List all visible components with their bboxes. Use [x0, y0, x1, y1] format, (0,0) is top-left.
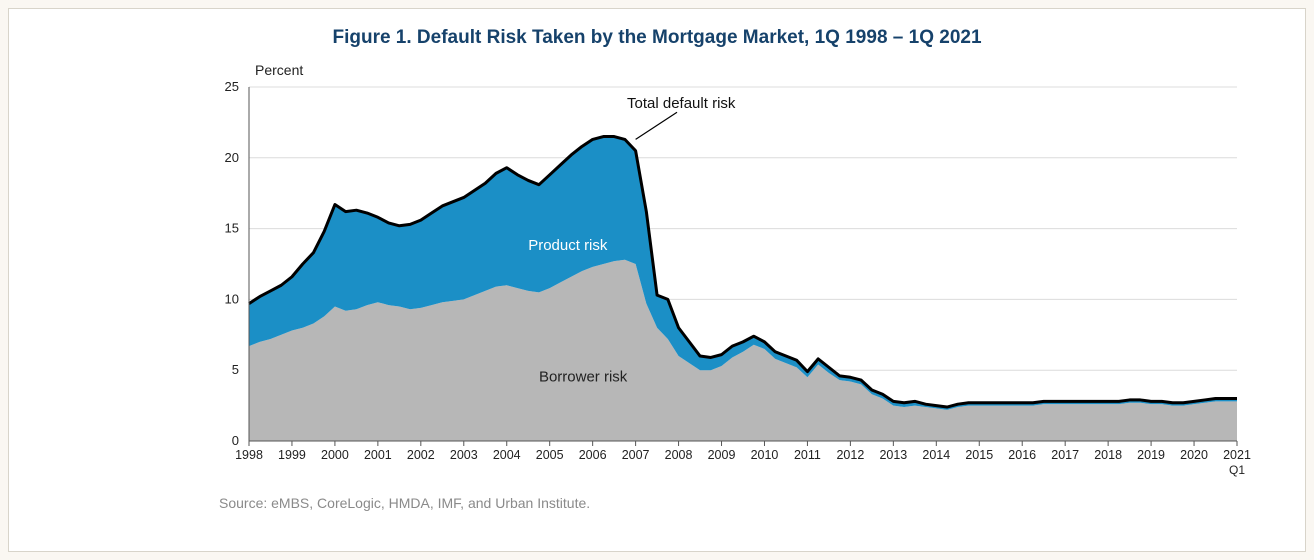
svg-text:2011: 2011 — [794, 448, 821, 462]
svg-text:2018: 2018 — [1094, 448, 1122, 462]
chart-area: 0 5 10 15 20 25 Percent 1998 1999 2000 2001 2002 200… — [49, 57, 1265, 487]
svg-text:2000: 2000 — [321, 448, 349, 462]
svg-text:Borrower risk: Borrower risk — [539, 369, 628, 386]
area-chart-svg: 0 5 10 15 20 25 Percent 1998 1999 2000 2001 2002 200… — [49, 57, 1267, 487]
svg-text:2013: 2013 — [879, 448, 907, 462]
svg-text:2014: 2014 — [922, 448, 950, 462]
svg-text:2005: 2005 — [536, 448, 564, 462]
chart-title: Figure 1. Default Risk Taken by the Mort… — [49, 27, 1265, 49]
svg-text:2008: 2008 — [665, 448, 693, 462]
svg-text:5: 5 — [232, 362, 239, 377]
svg-text:Total default risk: Total default risk — [627, 95, 736, 112]
svg-text:2020: 2020 — [1180, 448, 1208, 462]
svg-text:2021: 2021 — [1223, 448, 1251, 462]
svg-text:Product risk: Product risk — [528, 237, 608, 254]
svg-text:2007: 2007 — [622, 448, 650, 462]
svg-text:2006: 2006 — [579, 448, 607, 462]
svg-text:2016: 2016 — [1008, 448, 1036, 462]
svg-text:20: 20 — [225, 150, 239, 165]
svg-text:2010: 2010 — [751, 448, 779, 462]
svg-text:2012: 2012 — [836, 448, 864, 462]
svg-text:2004: 2004 — [493, 448, 521, 462]
svg-text:15: 15 — [225, 221, 239, 236]
svg-text:10: 10 — [225, 291, 239, 306]
svg-text:Q1: Q1 — [1229, 463, 1245, 477]
svg-text:2015: 2015 — [965, 448, 993, 462]
svg-text:2003: 2003 — [450, 448, 478, 462]
svg-text:2002: 2002 — [407, 448, 435, 462]
svg-text:1999: 1999 — [278, 448, 306, 462]
svg-text:Percent: Percent — [255, 62, 303, 78]
svg-text:2001: 2001 — [364, 448, 392, 462]
svg-text:25: 25 — [225, 79, 239, 94]
source-citation: Source: eMBS, CoreLogic, HMDA, IMF, and … — [219, 495, 1265, 511]
svg-text:2009: 2009 — [708, 448, 736, 462]
svg-text:0: 0 — [232, 433, 239, 448]
svg-text:1998: 1998 — [235, 448, 263, 462]
chart-frame: Figure 1. Default Risk Taken by the Mort… — [8, 8, 1306, 552]
svg-text:2017: 2017 — [1051, 448, 1079, 462]
svg-text:2019: 2019 — [1137, 448, 1165, 462]
